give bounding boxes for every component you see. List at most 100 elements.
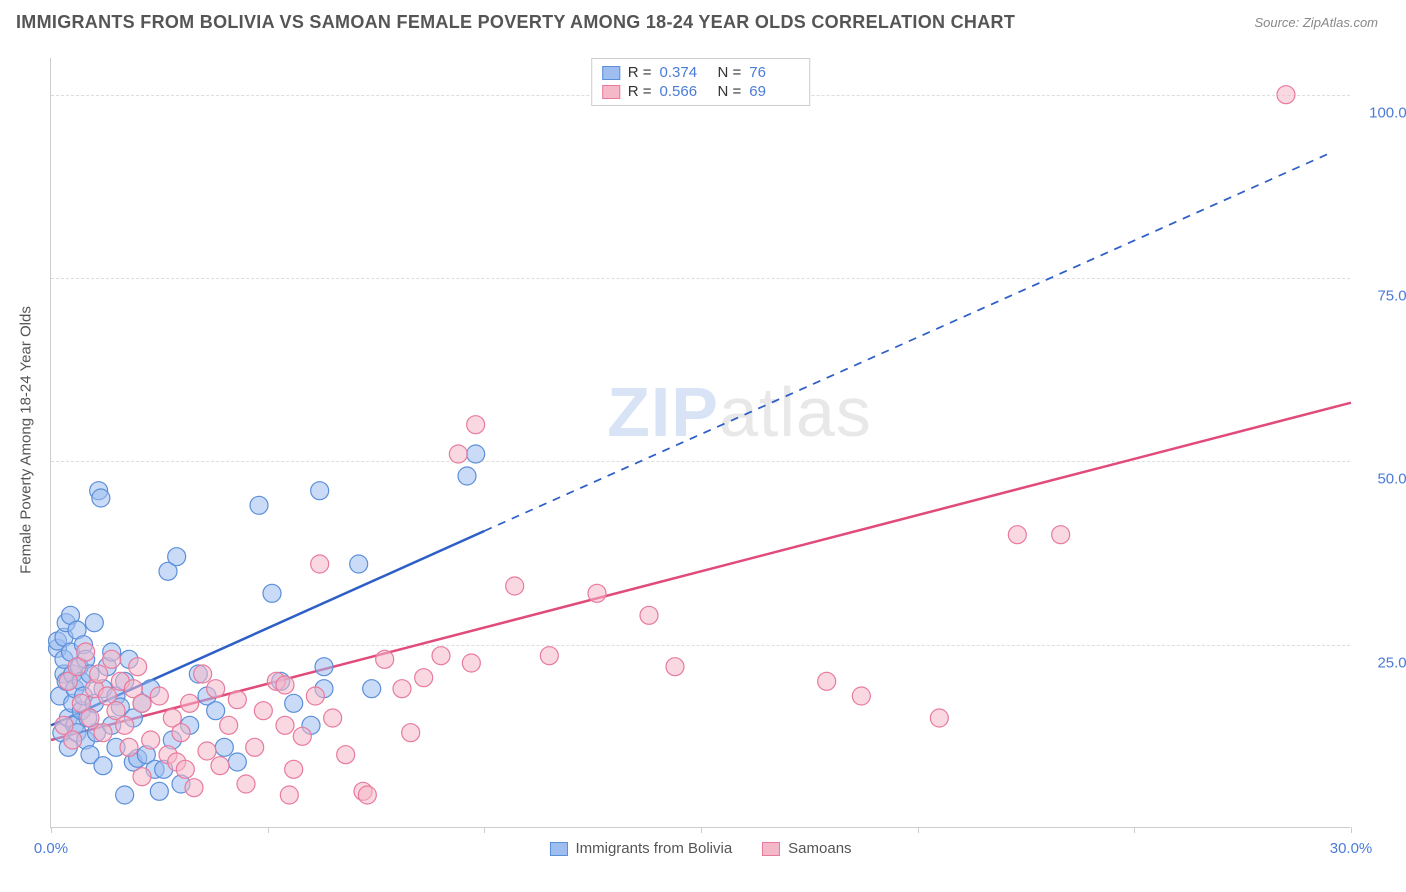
data-point — [181, 694, 199, 712]
data-point — [207, 680, 225, 698]
data-point — [376, 650, 394, 668]
legend-r-value: 0.566 — [660, 83, 710, 100]
data-point — [350, 555, 368, 573]
data-point — [150, 782, 168, 800]
data-point — [246, 738, 264, 756]
data-point — [393, 680, 411, 698]
data-point — [116, 716, 134, 734]
x-tick — [1351, 827, 1352, 833]
data-point — [228, 753, 246, 771]
legend-n-value: 76 — [749, 64, 799, 81]
data-point — [276, 716, 294, 734]
data-point — [467, 416, 485, 434]
legend-label: Immigrants from Bolivia — [575, 840, 732, 857]
x-tick — [51, 827, 52, 833]
data-point — [432, 647, 450, 665]
legend-r-label: R = — [628, 83, 652, 100]
legend-r-label: R = — [628, 64, 652, 81]
legend-correlation: R = 0.374 N = 76 R = 0.566 N = 69 — [591, 58, 811, 106]
data-point — [540, 647, 558, 665]
data-point — [198, 742, 216, 760]
data-point — [85, 614, 103, 632]
data-point — [293, 727, 311, 745]
x-tick — [484, 827, 485, 833]
x-tick-label: 0.0% — [34, 840, 68, 857]
y-tick-label: 50.0% — [1360, 471, 1406, 488]
data-point — [640, 606, 658, 624]
data-point — [449, 445, 467, 463]
data-point — [311, 555, 329, 573]
data-point — [506, 577, 524, 595]
legend-series: Immigrants from Bolivia Samoans — [549, 840, 851, 857]
data-point — [285, 694, 303, 712]
data-point — [150, 687, 168, 705]
data-point — [462, 654, 480, 672]
data-point — [129, 658, 147, 676]
data-point — [133, 694, 151, 712]
data-point — [402, 724, 420, 742]
data-point — [254, 702, 272, 720]
data-point — [588, 584, 606, 602]
data-point — [306, 687, 324, 705]
data-point — [311, 482, 329, 500]
data-point — [467, 445, 485, 463]
data-point — [94, 757, 112, 775]
data-point — [228, 691, 246, 709]
source-attribution: Source: ZipAtlas.com — [1254, 15, 1378, 30]
legend-n-label: N = — [718, 83, 742, 100]
legend-item: Immigrants from Bolivia — [549, 840, 732, 857]
legend-label: Samoans — [788, 840, 851, 857]
data-point — [194, 665, 212, 683]
data-point — [415, 669, 433, 687]
legend-row: R = 0.374 N = 76 — [602, 63, 800, 82]
data-point — [315, 658, 333, 676]
x-tick — [268, 827, 269, 833]
legend-n-label: N = — [718, 64, 742, 81]
x-tick-label: 30.0% — [1330, 840, 1373, 857]
data-point — [103, 650, 121, 668]
y-tick-label: 75.0% — [1360, 288, 1406, 305]
chart-title: IMMIGRANTS FROM BOLIVIA VS SAMOAN FEMALE… — [16, 12, 1015, 33]
legend-r-value: 0.374 — [660, 64, 710, 81]
data-point — [133, 768, 151, 786]
data-point — [211, 757, 229, 775]
data-point — [168, 548, 186, 566]
data-point — [94, 724, 112, 742]
legend-swatch — [602, 85, 620, 99]
data-point — [250, 496, 268, 514]
legend-swatch — [602, 66, 620, 80]
legend-n-value: 69 — [749, 83, 799, 100]
x-tick — [918, 827, 919, 833]
data-point — [1052, 526, 1070, 544]
data-point — [81, 709, 99, 727]
data-point — [172, 724, 190, 742]
data-point — [237, 775, 255, 793]
data-point — [142, 731, 160, 749]
y-tick-label: 25.0% — [1360, 654, 1406, 671]
scatter-points — [51, 58, 1350, 827]
data-point — [324, 709, 342, 727]
data-point — [90, 665, 108, 683]
y-tick-label: 100.0% — [1360, 104, 1406, 121]
data-point — [818, 672, 836, 690]
data-point — [64, 731, 82, 749]
data-point — [185, 779, 203, 797]
data-point — [280, 786, 298, 804]
title-bar: IMMIGRANTS FROM BOLIVIA VS SAMOAN FEMALE… — [0, 0, 1406, 41]
y-axis-label: Female Poverty Among 18-24 Year Olds — [18, 306, 35, 574]
data-point — [92, 489, 110, 507]
data-point — [458, 467, 476, 485]
data-point — [1277, 86, 1295, 104]
data-point — [215, 738, 233, 756]
data-point — [666, 658, 684, 676]
legend-swatch — [549, 842, 567, 856]
plot-area: ZIPatlas 25.0%50.0%75.0%100.0% 0.0%30.0%… — [50, 58, 1350, 828]
data-point — [930, 709, 948, 727]
data-point — [207, 702, 225, 720]
x-tick — [1134, 827, 1135, 833]
data-point — [852, 687, 870, 705]
data-point — [1008, 526, 1026, 544]
data-point — [263, 584, 281, 602]
data-point — [276, 676, 294, 694]
data-point — [77, 643, 95, 661]
